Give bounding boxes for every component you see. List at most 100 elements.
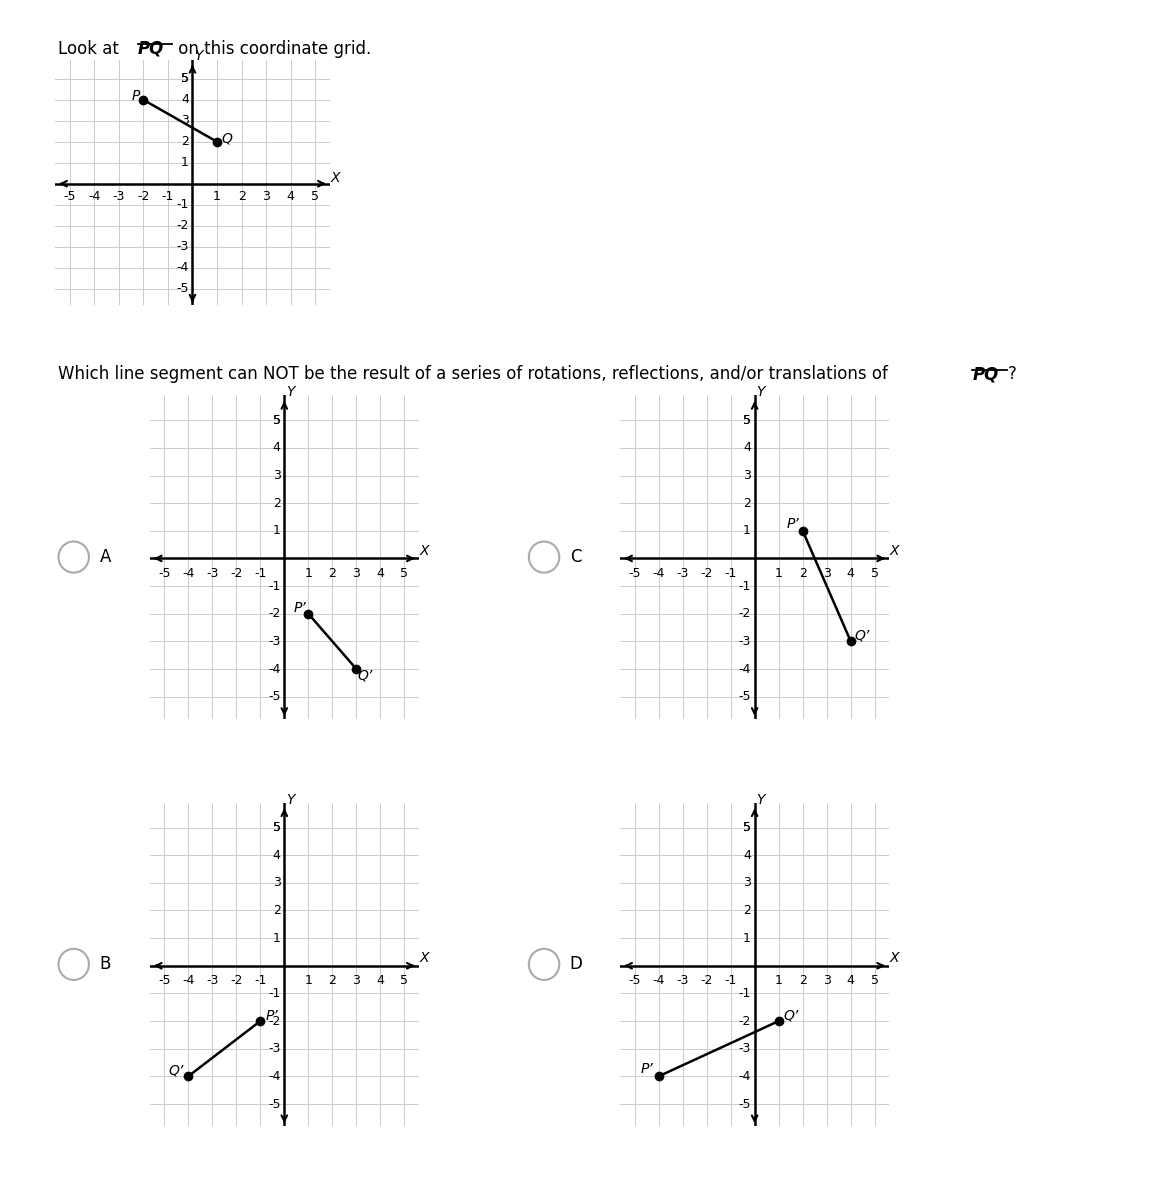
- Text: Q’: Q’: [357, 668, 372, 683]
- Text: -5: -5: [628, 567, 641, 580]
- Text: -1: -1: [724, 974, 737, 987]
- Text: X: X: [889, 951, 900, 966]
- Text: 4: 4: [181, 93, 188, 107]
- Text: -5: -5: [158, 567, 171, 580]
- Text: -5: -5: [268, 690, 281, 703]
- Text: 5: 5: [273, 821, 281, 834]
- Text: -4: -4: [177, 261, 188, 274]
- Text: 1: 1: [743, 525, 751, 538]
- Text: 4: 4: [847, 974, 855, 987]
- Text: -2: -2: [137, 190, 150, 202]
- Text: 4: 4: [743, 441, 751, 454]
- Text: 5: 5: [870, 974, 879, 987]
- Text: 3: 3: [273, 876, 281, 889]
- Text: C: C: [570, 547, 581, 567]
- Text: -1: -1: [268, 987, 281, 1000]
- Text: -4: -4: [183, 567, 194, 580]
- Text: 4: 4: [377, 567, 385, 580]
- Text: -5: -5: [268, 1097, 281, 1111]
- Text: -2: -2: [268, 607, 281, 621]
- Text: 2: 2: [238, 190, 246, 202]
- Text: 1: 1: [213, 190, 221, 202]
- Text: -4: -4: [88, 190, 101, 202]
- Text: 5: 5: [273, 821, 281, 834]
- Text: Y: Y: [757, 793, 765, 806]
- Text: -4: -4: [183, 974, 194, 987]
- Text: X: X: [330, 171, 340, 184]
- Text: 4: 4: [743, 848, 751, 861]
- Text: 4: 4: [273, 441, 281, 454]
- Text: X: X: [889, 544, 900, 558]
- Text: 2: 2: [181, 135, 188, 149]
- Text: -2: -2: [738, 1015, 751, 1028]
- Text: -1: -1: [738, 580, 751, 593]
- Text: ?: ?: [1007, 365, 1017, 383]
- Text: 2: 2: [329, 567, 336, 580]
- Text: 1: 1: [775, 974, 783, 987]
- Text: 5: 5: [743, 821, 751, 834]
- Text: 3: 3: [352, 974, 360, 987]
- Text: -1: -1: [161, 190, 174, 202]
- Text: 2: 2: [273, 497, 281, 509]
- Text: -1: -1: [738, 987, 751, 1000]
- Text: P’: P’: [640, 1063, 653, 1077]
- Text: -2: -2: [701, 567, 713, 580]
- Text: -3: -3: [268, 1042, 281, 1055]
- Text: -3: -3: [206, 567, 219, 580]
- Text: P: P: [132, 89, 140, 103]
- Text: -3: -3: [738, 1042, 751, 1055]
- Text: 5: 5: [273, 413, 281, 426]
- Text: 5: 5: [743, 413, 751, 426]
- Text: -3: -3: [676, 567, 689, 580]
- Text: 3: 3: [743, 876, 751, 889]
- Text: -4: -4: [268, 1070, 281, 1083]
- Text: 3: 3: [823, 567, 831, 580]
- Text: D: D: [570, 955, 583, 974]
- Text: 3: 3: [823, 974, 831, 987]
- Text: Which line segment can NOT be the result of a series of rotations, reflections, : Which line segment can NOT be the result…: [58, 365, 894, 383]
- Text: -3: -3: [177, 241, 188, 253]
- Text: 2: 2: [799, 567, 806, 580]
- Text: Q’: Q’: [854, 629, 869, 643]
- Text: 1: 1: [273, 932, 281, 945]
- Text: -3: -3: [112, 190, 125, 202]
- Text: -2: -2: [701, 974, 713, 987]
- Text: 1: 1: [743, 932, 751, 945]
- Text: 3: 3: [273, 468, 281, 482]
- Text: 4: 4: [287, 190, 295, 202]
- Text: -3: -3: [268, 635, 281, 648]
- Text: 1: 1: [775, 567, 783, 580]
- Text: -5: -5: [628, 974, 641, 987]
- Text: A: A: [99, 547, 111, 567]
- Text: -5: -5: [158, 974, 171, 987]
- Text: -1: -1: [724, 567, 737, 580]
- Text: -1: -1: [177, 198, 188, 211]
- Text: X: X: [419, 544, 429, 558]
- Text: 1: 1: [304, 567, 312, 580]
- Text: -2: -2: [230, 974, 242, 987]
- Text: PQ: PQ: [138, 40, 164, 58]
- Text: 4: 4: [847, 567, 855, 580]
- Text: 4: 4: [273, 848, 281, 861]
- Text: 3: 3: [743, 468, 751, 482]
- Text: Y: Y: [757, 386, 765, 399]
- Text: on this coordinate grid.: on this coordinate grid.: [173, 40, 371, 58]
- Text: -4: -4: [653, 974, 665, 987]
- Text: 5: 5: [743, 413, 751, 426]
- Text: -1: -1: [268, 580, 281, 593]
- Text: 5: 5: [870, 567, 879, 580]
- Text: Q’: Q’: [168, 1064, 184, 1078]
- Text: 5: 5: [181, 72, 188, 85]
- Text: -2: -2: [177, 219, 188, 232]
- Text: -4: -4: [738, 662, 751, 676]
- Text: -3: -3: [206, 974, 219, 987]
- Text: -4: -4: [653, 567, 665, 580]
- Text: -5: -5: [177, 283, 188, 295]
- Text: 2: 2: [273, 904, 281, 916]
- Text: -5: -5: [738, 690, 751, 703]
- Text: B: B: [99, 955, 111, 974]
- Text: 5: 5: [400, 567, 408, 580]
- Text: 2: 2: [743, 904, 751, 916]
- Text: -3: -3: [738, 635, 751, 648]
- Text: 2: 2: [743, 497, 751, 509]
